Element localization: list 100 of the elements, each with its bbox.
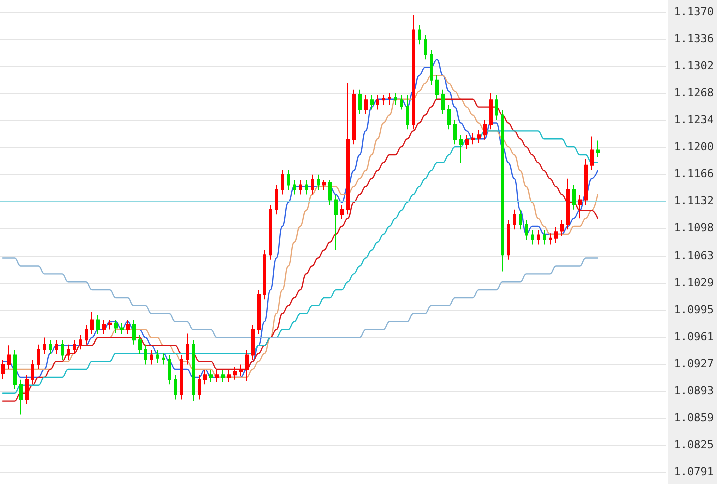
candlestick: [13, 350, 17, 390]
candlestick: [447, 104, 451, 130]
candlestick: [73, 340, 76, 355]
candlestick: [543, 230, 546, 246]
y-tick-label: 1.1166: [674, 168, 714, 181]
candlestick: [156, 350, 159, 364]
candlestick: [537, 230, 540, 246]
candlestick: [358, 89, 362, 115]
candlestick: [114, 320, 118, 334]
candlestick: [531, 230, 534, 246]
candlestick: [311, 174, 314, 196]
candlestick: [263, 250, 266, 300]
candlestick: [257, 290, 261, 336]
candlestick: [394, 92, 397, 106]
candlestick: [49, 340, 52, 355]
candlestick: [299, 180, 302, 196]
candlestick: [525, 220, 528, 241]
candlestick: [388, 92, 391, 106]
candlestick: [459, 134, 463, 164]
candlestick: [221, 370, 225, 383]
candlestick: [150, 350, 153, 366]
candlestick: [275, 184, 278, 216]
y-tick-label: 1.1336: [674, 32, 714, 46]
candlestick: [400, 94, 403, 110]
candlestick: [67, 344, 70, 360]
candlestick: [192, 340, 195, 402]
candlestick: [489, 92, 493, 130]
candlestick: [293, 180, 296, 196]
candlestick: [144, 344, 147, 366]
candlestick: [287, 170, 290, 190]
candlestick: [572, 184, 576, 210]
y-tick-label: 1.1302: [674, 60, 714, 73]
candlestick: [430, 50, 433, 86]
candlestick: [85, 324, 88, 346]
candlestick: [435, 75, 439, 100]
candlestick: [245, 350, 249, 382]
y-tick-label: 1.1268: [674, 86, 714, 100]
y-tick-label: 1.0859: [674, 411, 714, 424]
candlestick: [25, 374, 29, 405]
candlestick: [483, 120, 487, 140]
candlestick: [566, 178, 570, 230]
candlestick: [79, 334, 82, 350]
candlestick: [412, 14, 415, 130]
candlestick: [180, 354, 183, 400]
candlestick: [269, 204, 272, 260]
y-tick-label: 1.1098: [674, 222, 714, 235]
candlestick: [328, 180, 332, 206]
candlestick: [507, 220, 510, 260]
y-tick-label: 1.1063: [674, 249, 714, 262]
candlestick: [346, 83, 350, 216]
candlestick: [239, 364, 243, 378]
candlestick: [376, 94, 379, 110]
candlestick: [96, 314, 100, 336]
y-tick-label: 1.1234: [674, 114, 714, 127]
candlestick: [90, 312, 94, 336]
y-tick-label: 1.0927: [674, 357, 714, 370]
candlestick: [513, 209, 516, 230]
y-tick-label: 1.0893: [674, 384, 714, 398]
y-tick-label: 1.0961: [674, 330, 714, 344]
candlestick: [168, 354, 171, 386]
candlestick: [549, 233, 552, 246]
y-tick-label: 1.0995: [674, 303, 714, 316]
candlestick: [322, 180, 326, 190]
y-tick-label: 1.1200: [674, 140, 714, 154]
candlestick: [215, 370, 219, 383]
candlestick: [370, 94, 374, 110]
candlestick: [233, 366, 237, 380]
candlestick: [43, 337, 46, 355]
candlestick: [209, 370, 213, 383]
candlestick: [406, 94, 409, 130]
candlestick: [19, 379, 23, 416]
candlestick: [305, 180, 308, 196]
candlestick: [382, 94, 385, 106]
candlestick: [281, 170, 284, 196]
candlestick: [37, 344, 40, 370]
candlestick: [340, 204, 344, 220]
candlestick: [596, 140, 600, 158]
candlestick: [471, 133, 475, 146]
candlestick: [424, 34, 427, 60]
candlestick: [7, 345, 11, 370]
candlestick: [584, 158, 588, 206]
y-tick-label: 1.0825: [674, 438, 714, 452]
candlestick: [186, 333, 189, 366]
candlestick: [108, 320, 112, 330]
candlestick: [1, 359, 5, 380]
candlestick: [227, 370, 231, 383]
candlestick: [174, 374, 177, 400]
candlestick: [31, 359, 34, 386]
candlestick: [465, 134, 469, 150]
candlestick: [501, 110, 504, 272]
candlestick: [418, 25, 421, 46]
candlestick: [138, 334, 142, 355]
candlestick: [554, 226, 558, 244]
candlestick: [477, 130, 481, 144]
candlestick: [120, 322, 124, 336]
candlestick: [495, 94, 498, 121]
candlestick: [126, 320, 130, 336]
candlestick: [441, 89, 445, 115]
candlestick: [590, 136, 594, 171]
candlestick: [317, 174, 320, 190]
